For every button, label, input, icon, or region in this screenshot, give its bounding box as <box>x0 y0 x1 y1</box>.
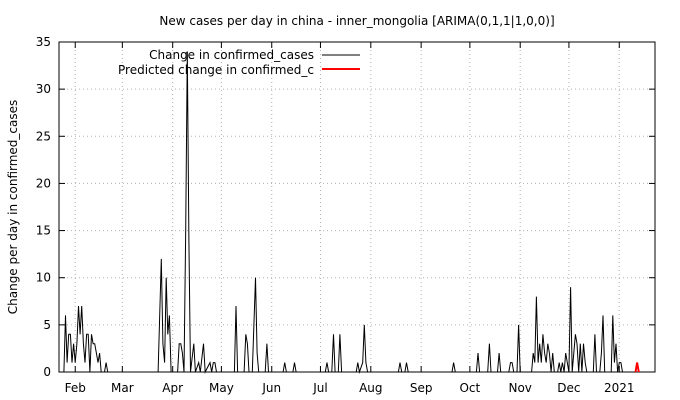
x-tick-label: Sep <box>410 381 433 395</box>
x-tick-label: Aug <box>359 381 382 395</box>
x-tick-label: Mar <box>111 381 134 395</box>
series-line-actual <box>59 51 626 374</box>
x-tick-label: Oct <box>459 381 480 395</box>
x-tick-label: Dec <box>557 381 580 395</box>
plot-frame <box>58 41 656 373</box>
y-tick-label: 10 <box>36 271 51 285</box>
x-tick-label: Nov <box>508 381 531 395</box>
axis-ticks: 0 5 10 15 20 25 30 35 Feb Mar Apr May Jun Jul Aug Sep Oc… <box>36 35 655 395</box>
x-tick-label: Jun <box>261 381 281 395</box>
y-tick-label: 20 <box>36 176 51 190</box>
y-tick-label: 25 <box>36 129 51 143</box>
legend-label-actual: Change in confirmed_cases <box>149 48 314 62</box>
x-tick-label: May <box>209 381 234 395</box>
x-tick-label: 2021 <box>604 381 635 395</box>
y-tick-label: 15 <box>36 224 51 238</box>
x-tick-label: Jul <box>312 381 327 395</box>
y-tick-label: 5 <box>43 318 51 332</box>
y-tick-label: 35 <box>36 35 51 49</box>
series-line-predicted <box>634 362 640 373</box>
x-tick-label: Apr <box>162 381 183 395</box>
y-tick-label: 0 <box>43 365 51 379</box>
series-lines <box>59 51 640 374</box>
chart-title: New cases per day in china - inner_mongo… <box>159 14 554 28</box>
y-axis-label: Change per day in confirmed_cases <box>6 100 20 315</box>
x-tick-label: Feb <box>65 381 86 395</box>
y-tick-label: 30 <box>36 82 51 96</box>
legend-label-predicted: Predicted change in confirmed_c <box>118 63 314 77</box>
grid <box>59 42 655 372</box>
legend: Change in confirmed_cases Predicted chan… <box>118 48 360 77</box>
